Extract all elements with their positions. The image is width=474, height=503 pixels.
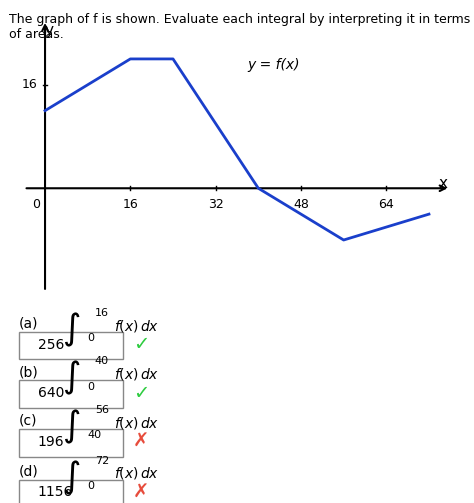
Bar: [19, 480, 123, 503]
Text: 56: 56: [95, 405, 109, 415]
Bar: [19, 380, 123, 408]
Text: 0: 0: [88, 333, 95, 343]
Text: (d): (d): [19, 464, 39, 478]
Text: $f(x)\,dx$: $f(x)\,dx$: [114, 414, 159, 431]
Text: $f(x)\,dx$: $f(x)\,dx$: [114, 465, 159, 481]
Text: 72: 72: [95, 456, 109, 466]
Text: 196: 196: [38, 435, 64, 449]
Text: $\int$: $\int$: [62, 311, 80, 349]
Text: 0: 0: [88, 382, 95, 392]
Text: (c): (c): [19, 413, 37, 428]
Text: ✓: ✓: [133, 335, 149, 354]
Text: $f(x)\,dx$: $f(x)\,dx$: [114, 317, 159, 333]
Text: ✓: ✓: [133, 384, 149, 402]
Text: 32: 32: [208, 198, 224, 211]
Text: y = f(x): y = f(x): [247, 58, 300, 72]
Text: 1156: 1156: [38, 485, 73, 499]
Text: 256: 256: [38, 338, 64, 352]
Bar: [19, 332, 123, 359]
Bar: [19, 429, 123, 457]
Text: 16: 16: [21, 78, 37, 91]
Text: 0: 0: [88, 481, 95, 491]
Text: $f(x)\,dx$: $f(x)\,dx$: [114, 366, 159, 382]
Text: 40: 40: [95, 357, 109, 367]
Text: 640: 640: [38, 386, 64, 400]
Text: The graph of f is shown. Evaluate each integral by interpreting it in terms of a: The graph of f is shown. Evaluate each i…: [9, 13, 471, 41]
Text: 0: 0: [32, 198, 40, 211]
Text: $\int$: $\int$: [62, 408, 80, 446]
Text: (b): (b): [19, 365, 39, 379]
Text: 48: 48: [293, 198, 309, 211]
Text: 16: 16: [95, 308, 109, 318]
Text: ✗: ✗: [133, 483, 149, 502]
Text: 16: 16: [122, 198, 138, 211]
Text: 40: 40: [88, 431, 102, 441]
Text: ✗: ✗: [133, 432, 149, 451]
Text: (a): (a): [19, 316, 38, 330]
Text: 64: 64: [378, 198, 394, 211]
Text: $\int$: $\int$: [62, 359, 80, 397]
Text: $\int$: $\int$: [62, 459, 80, 497]
Text: y: y: [45, 23, 54, 38]
Text: x: x: [438, 176, 447, 191]
